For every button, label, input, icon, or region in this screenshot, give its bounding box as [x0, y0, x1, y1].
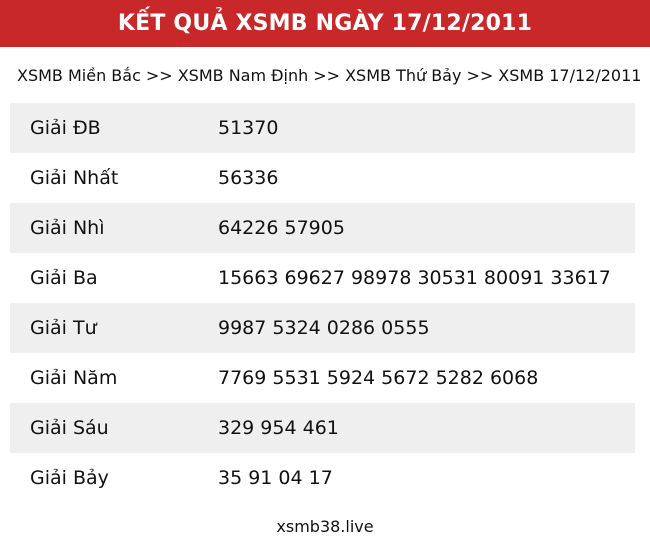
- table-row: Giải Bảy 35 91 04 17: [10, 453, 635, 503]
- table-row: Giải Năm 7769 5531 5924 5672 5282 6068: [10, 353, 635, 403]
- prize-numbers: 15663 69627 98978 30531 80091 33617: [218, 267, 611, 289]
- breadcrumb-link-date[interactable]: XSMB 17/12/2011: [498, 65, 642, 85]
- prize-label: Giải Ba: [30, 267, 98, 289]
- prize-numbers: 7769 5531 5924 5672 5282 6068: [218, 367, 539, 389]
- prize-label: Giải Bảy: [30, 467, 109, 489]
- prize-label: Giải Năm: [30, 367, 118, 389]
- prize-numbers: 56336: [218, 167, 279, 189]
- prize-numbers: 35 91 04 17: [218, 467, 333, 489]
- results-table: Giải ĐB 51370 Giải Nhất 56336 Giải Nhì 6…: [10, 103, 635, 503]
- prize-numbers: 9987 5324 0286 0555: [218, 317, 430, 339]
- table-row: Giải ĐB 51370: [10, 103, 635, 153]
- prize-numbers: 329 954 461: [218, 417, 339, 439]
- table-row: Giải Nhất 56336: [10, 153, 635, 203]
- site-link[interactable]: xsmb38.live: [276, 517, 374, 536]
- prize-label: Giải ĐB: [30, 117, 101, 139]
- breadcrumb-separator: >>: [145, 65, 173, 85]
- prize-label: Giải Sáu: [30, 417, 109, 439]
- prize-label: Giải Tư: [30, 317, 97, 339]
- table-row: Giải Nhì 64226 57905: [10, 203, 635, 253]
- prize-numbers: 64226 57905: [218, 217, 345, 239]
- breadcrumb-link-mien-bac[interactable]: XSMB Miền Bắc: [17, 65, 141, 85]
- breadcrumb-separator: >>: [313, 65, 341, 85]
- page-title: KẾT QUẢ XSMB NGÀY 17/12/2011: [117, 11, 533, 36]
- breadcrumb-link-thu-bay[interactable]: XSMB Thứ Bảy: [345, 65, 462, 85]
- breadcrumb: XSMB Miền Bắc >> XSMB Nam Định >> XSMB T…: [0, 47, 650, 103]
- prize-numbers: 51370: [218, 117, 279, 139]
- header-bar: KẾT QUẢ XSMB NGÀY 17/12/2011: [0, 0, 650, 47]
- table-row: Giải Sáu 329 954 461: [10, 403, 635, 453]
- prize-label: Giải Nhất: [30, 167, 119, 189]
- prize-label: Giải Nhì: [30, 217, 105, 239]
- table-row: Giải Ba 15663 69627 98978 30531 80091 33…: [10, 253, 635, 303]
- breadcrumb-link-nam-dinh[interactable]: XSMB Nam Định: [177, 65, 309, 85]
- footer: xsmb38.live: [0, 503, 650, 550]
- table-row: Giải Tư 9987 5324 0286 0555: [10, 303, 635, 353]
- breadcrumb-separator: >>: [466, 65, 494, 85]
